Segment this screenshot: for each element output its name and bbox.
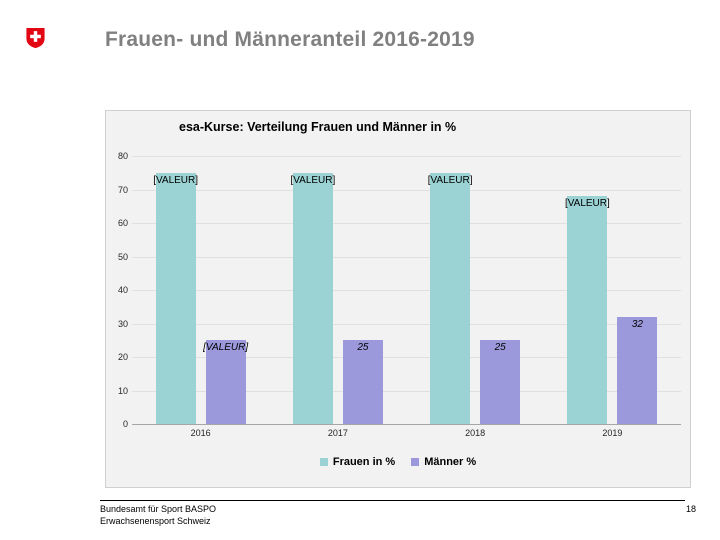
gridline-20: [132, 357, 681, 358]
footer-org: Bundesamt für Sport BASPO: [100, 504, 217, 514]
x-axis-category-label-2018: 2018: [465, 428, 486, 438]
bar-maenner-2016: [205, 340, 246, 424]
x-axis-labels: 2016 2017 2018 2019: [132, 428, 681, 442]
y-axis-tick-label-50: 50: [117, 251, 128, 262]
footer: Bundesamt für Sport BASPO Erwachsenenspo…: [100, 503, 216, 527]
gridline-60: [132, 223, 681, 224]
bar-maenner-2018: [480, 340, 521, 424]
slide-title: Frauen- und Männeranteil 2016-2019: [105, 28, 475, 51]
chart: esa-Kurse: Verteilung Frauen und Männer …: [105, 110, 691, 488]
x-axis-category-label-2016: 2016: [190, 428, 211, 438]
gridline-30: [132, 323, 681, 325]
data-label-frauen-2018: [VALEUR]: [427, 174, 473, 186]
footer-divider: [100, 500, 685, 501]
bar-frauen-2017: [292, 172, 333, 424]
legend-label-maenner: Männer %: [424, 456, 477, 468]
y-axis-tick-label-80: 80: [117, 151, 128, 161]
x-axis-category-label-2019: 2019: [602, 428, 623, 438]
gridline-50: [132, 256, 681, 258]
maenner-swatch-icon: [411, 458, 420, 466]
legend-item-maenner: Männer %: [411, 456, 476, 468]
y-axis-tick-label-0: 0: [122, 419, 128, 429]
y-axis-tick-label-10: 10: [117, 385, 128, 396]
data-label-maenner-2017: 25: [357, 342, 369, 354]
swiss-federal-shield-icon: [26, 27, 45, 49]
cross-horizontal: [30, 34, 41, 39]
x-axis-category-label-2017: 2017: [327, 428, 348, 438]
chart-title: esa-Kurse: Verteilung Frauen und Männer …: [179, 120, 457, 134]
data-label-maenner-2018: 25: [494, 342, 506, 354]
bar-frauen-2016: [155, 172, 196, 424]
bar-frauen-2019: [567, 196, 608, 424]
gridline-40: [132, 290, 681, 291]
gridline-80: [132, 156, 681, 157]
y-axis-tick-label-70: 70: [117, 184, 128, 195]
bar-maenner-2017: [342, 340, 383, 424]
page-number: 18: [685, 504, 696, 514]
data-label-frauen-2019: [VALEUR]: [564, 198, 610, 210]
chart-legend: Frauen in % Männer %: [106, 456, 690, 468]
frauen-swatch-icon: [319, 458, 328, 466]
bar-maenner-2019: [617, 316, 658, 424]
bar-frauen-2018: [430, 172, 471, 424]
legend-label-frauen: Frauen in %: [332, 456, 396, 468]
data-label-frauen-2016: [VALEUR]: [153, 174, 199, 186]
y-axis-tick-label-30: 30: [117, 318, 128, 329]
plot-area: [VALEUR] [VALEUR] [VALEUR] 25 [VALEUR] 25 [VAL…: [132, 156, 681, 425]
y-axis-tick-label-40: 40: [117, 285, 128, 295]
data-label-maenner-2016: [VALEUR]: [203, 342, 249, 354]
legend-item-frauen: Frauen in %: [319, 456, 396, 468]
data-label-maenner-2019: 32: [631, 318, 643, 330]
y-axis-tick-label-20: 20: [117, 352, 128, 362]
gridline-10: [132, 390, 681, 392]
data-label-frauen-2017: [VALEUR]: [290, 174, 336, 186]
gridline-70: [132, 189, 681, 191]
y-axis-tick-label-60: 60: [117, 218, 128, 228]
footer-dept: Erwachsenensport Schweiz: [100, 516, 211, 526]
